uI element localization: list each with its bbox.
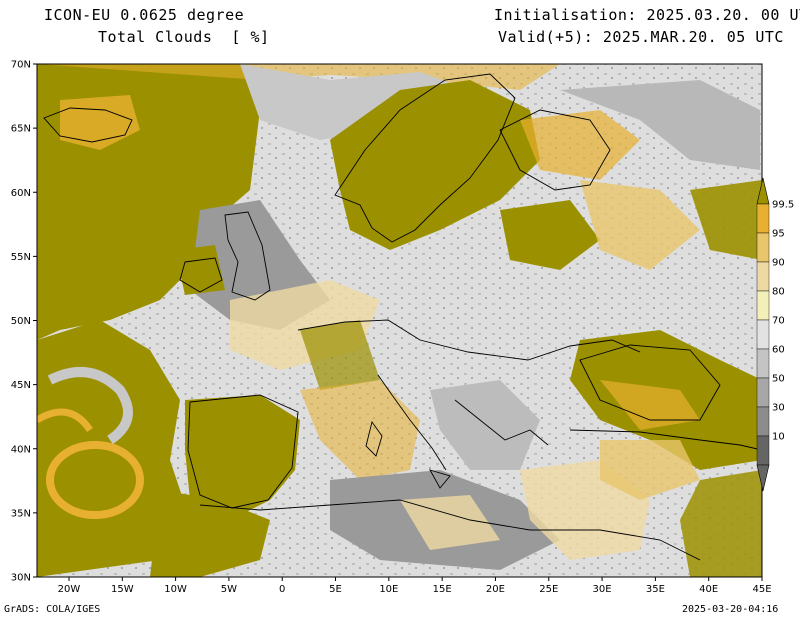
lon-tick-label: 0 [279,584,285,595]
lon-tick-label: 40E [699,584,718,595]
colorbar-label: 95 [772,229,785,240]
colorbar-segment [756,261,770,292]
colorbar-label: 50 [772,374,785,385]
lat-tick-label: 70N [11,60,31,71]
colorbar-label: 80 [772,287,785,298]
valid-time: Valid(+5): 2025.MAR.20. 05 UTC [498,28,784,46]
lon-tick-label: 5E [329,584,342,595]
colorbar-segment [756,435,770,466]
colorbar-min-triangle [756,464,770,492]
lat-tick-label: 60N [11,188,31,199]
lon-tick-label: 35E [646,584,665,595]
lat-tick-label: 35N [11,508,31,519]
longitude-axis: 20W 15W 10W 5W 0 5E 10E 15E 20E 25E 30E 35E 40E 45E [58,577,772,595]
colorbar-label: 70 [772,316,785,327]
lon-tick-label: 45E [752,584,771,595]
lon-tick-label: 15W [111,584,134,595]
coastlines [43,73,762,561]
lat-tick-label: 50N [11,316,31,327]
colorbar-segment [756,203,770,234]
init-time: Initialisation: 2025.03.20. 00 UTC [494,6,800,24]
colorbar-label: 99.5 [772,200,794,211]
lat-tick-label: 45N [11,380,31,391]
colorbar-segment [756,406,770,437]
lat-tick-label: 55N [11,252,31,263]
render-timestamp: 2025-03-20-04:16 [682,604,779,615]
latitude-axis: 70N 65N 60N 55N 50N 45N 40N 35N 30N [11,60,37,584]
colorbar-segment [756,319,770,350]
colorbar-label: 30 [772,403,785,414]
variable-title: Total Clouds [ %] [98,28,270,46]
colorbar: 99.5 95 90 80 70 60 50 30 10 [756,177,794,492]
model-title: ICON-EU 0.0625 degree [44,6,245,24]
lon-tick-label: 10W [164,584,187,595]
cloud-field [37,64,762,577]
lon-tick-label: 20W [58,584,81,595]
lon-tick-label: 20E [486,584,505,595]
colorbar-segment [756,290,770,321]
lat-tick-label: 30N [11,573,31,584]
lon-tick-label: 10E [379,584,398,595]
colorbar-segment [756,232,770,263]
colorbar-label: 10 [772,432,785,443]
lon-tick-label: 30E [593,584,612,595]
lon-tick-label: 5W [221,584,237,595]
lon-tick-label: 15E [433,584,452,595]
lat-tick-label: 65N [11,124,31,135]
grads-credit: GrADS: COLA/IGES [4,604,101,615]
colorbar-label: 90 [772,258,785,269]
colorbar-segment [756,377,770,408]
lat-tick-label: 40N [11,444,31,455]
colorbar-segment [756,348,770,379]
lon-tick-label: 25E [539,584,558,595]
colorbar-label: 60 [772,345,785,356]
